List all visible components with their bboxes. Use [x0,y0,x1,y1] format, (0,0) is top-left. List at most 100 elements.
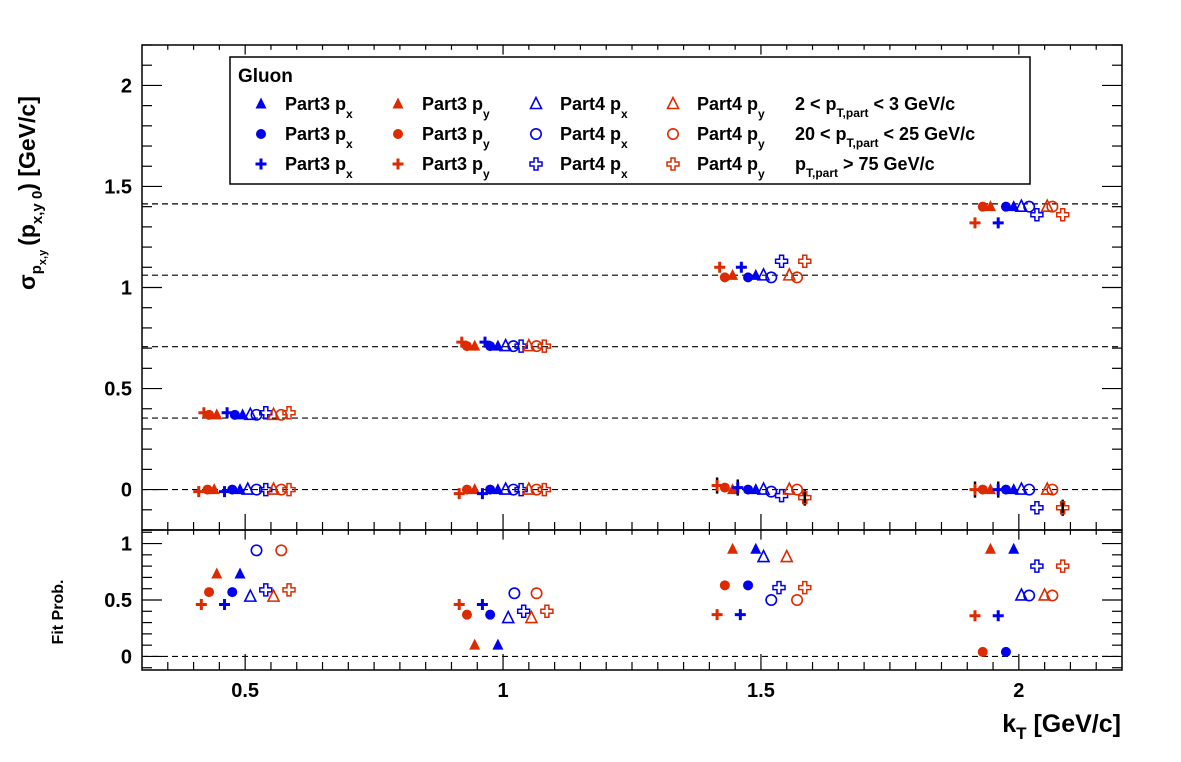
x-tick-label: 1 [497,680,508,702]
data-point [1000,646,1011,657]
data-point [1055,501,1070,515]
y-axis-title: σpx,y (px,y 0) [GeV/c] [14,96,49,290]
data-point [476,599,488,611]
data-point [756,548,771,563]
data-point [765,485,778,498]
legend-box [229,56,1031,185]
data-point [765,593,778,606]
x-axis-title: kT [GeV/c] [1002,710,1121,743]
data-point [772,580,786,595]
x-tick-label: 1.5 [747,680,775,702]
legend-condition-subscript: T,part [847,136,879,150]
data-point [275,483,288,496]
data-point [530,483,543,496]
data-point [992,217,1004,229]
data-point [204,587,215,598]
data-point [530,587,543,600]
legend-condition-subscript: T,part [837,106,869,120]
data-point [476,488,488,500]
data-point [240,481,255,495]
legend-marker [392,158,404,170]
data-point [798,254,812,268]
y-title-sub-xy0: x,y 0 [29,191,46,224]
data-point [984,542,996,554]
data-point [743,272,754,283]
data-point [250,544,263,557]
y-tick-label: 0.5 [104,379,132,401]
data-point [734,609,746,621]
data-point [227,587,238,598]
legend-entry-subscript: x [621,137,628,151]
data-point [193,486,205,498]
legend-marker [393,129,403,139]
data-point [727,542,739,554]
data-point [1030,208,1044,222]
data-point [727,268,739,280]
data-point [507,483,520,496]
data-point [469,339,481,351]
x-title-sub: T [1016,724,1027,743]
data-point [735,261,747,273]
data-point [485,609,496,620]
data-point [514,339,528,353]
data-point [266,588,281,602]
legend-entry-subscript: y [483,107,490,121]
data-point [984,200,996,212]
data-point [485,341,496,352]
data-point [1008,542,1020,554]
data-point [1023,200,1036,213]
y-tick-label: 1.5 [104,176,132,198]
data-point [743,580,754,591]
x-title-k: k [1002,710,1016,738]
data-point [537,339,552,353]
data-point [453,488,465,500]
data-point [227,484,238,495]
y-title-paren: (p [14,224,40,246]
data-point [765,271,778,284]
legend-marker [529,95,543,110]
legend-marker [256,129,266,139]
data-point [508,587,521,600]
data-point [969,217,981,229]
data-point [969,610,981,622]
legend-header: Gluon [238,66,293,87]
data-point [507,340,520,353]
y-tick-label: 1 [121,278,132,300]
fit-prob-axis-title: Fit Prob. [50,580,67,645]
legend-marker [666,128,679,141]
data-point [719,580,730,591]
data-point [234,567,246,579]
data-point [461,609,472,620]
data-point [984,483,996,495]
legend-marker [255,97,267,109]
y-tick-label: 1 [121,534,132,556]
data-point [750,542,762,554]
data-point [259,583,273,597]
data-point [540,604,554,619]
data-point [485,484,496,495]
data-point [501,609,516,624]
data-point [1030,501,1044,515]
data-point [211,567,223,579]
x-tick-label: 2 [1013,680,1024,702]
legend-entry-subscript: x [346,167,353,181]
data-point [719,272,730,283]
legend-condition-tail: < 3 GeV/c [869,94,956,114]
data-point [461,341,472,352]
data-point [774,254,789,268]
data-point [1055,208,1070,222]
data-point [732,482,744,494]
legend-marker [666,157,680,171]
data-point [516,604,531,619]
data-point [208,483,220,495]
data-point [211,408,223,420]
data-point [492,638,504,650]
data-point [992,610,1004,622]
data-point [524,609,539,624]
x-tick-label: 0.5 [231,680,259,702]
data-point [453,599,465,611]
data-point [977,646,988,657]
data-point [719,482,730,493]
data-point [1030,559,1044,573]
